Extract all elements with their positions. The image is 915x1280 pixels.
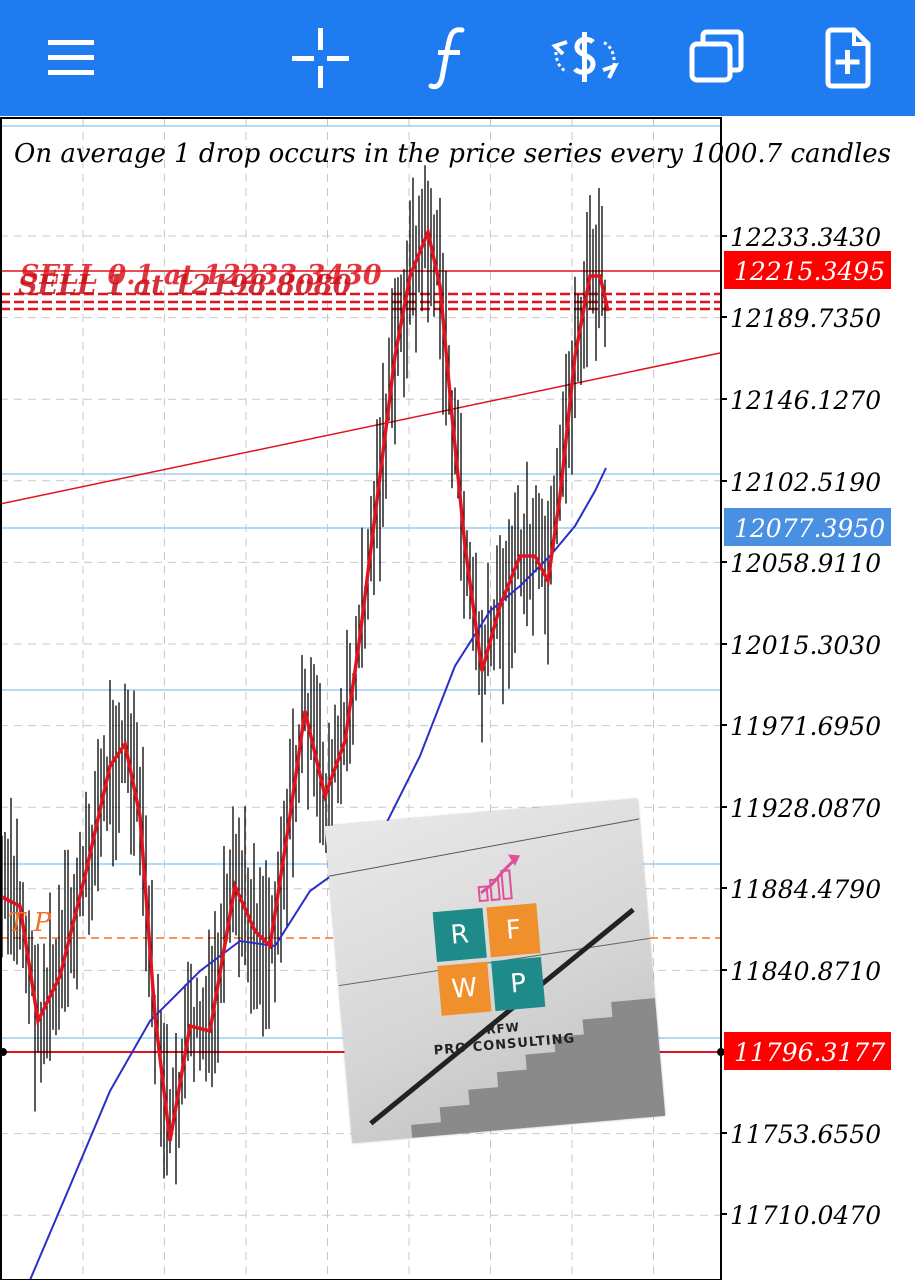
- indicators-icon: [428, 27, 465, 90]
- price-tag-label: 11796.3177: [734, 1038, 885, 1067]
- price-tag-bg: [724, 1032, 891, 1070]
- tp-label: T P: [8, 908, 52, 938]
- new-order-button[interactable]: [810, 20, 886, 96]
- menu-icon: [48, 40, 94, 75]
- price-axis: 12233.3430 12189.7350 12146.1270 12102.5190…: [720, 223, 881, 1230]
- price-tags: 12215.3495 12077.3950 11796.3177: [724, 251, 891, 1070]
- price-tag-label: 12215.3495: [734, 257, 885, 286]
- price-axis-tick: 11753.6550: [730, 1120, 881, 1149]
- price-axis-tick: 11840.8710: [730, 957, 881, 986]
- price-axis-tick: 12058.9110: [730, 549, 881, 578]
- price-axis-tick: 12189.7350: [730, 304, 881, 333]
- order-label-2[interactable]: SELL 1 at 12198.8080: [18, 270, 352, 301]
- rfw-logo: R F W P RFW PRO CONSULTING: [324, 798, 666, 1144]
- price-axis-tick: 12146.1270: [730, 386, 881, 415]
- price-axis-tick: 12233.3430: [730, 223, 881, 252]
- price-axis-tick: 11884.4790: [730, 875, 881, 904]
- top-toolbar: [0, 0, 915, 116]
- logo-tile-f: F: [486, 903, 541, 958]
- plot-frame: [0, 117, 722, 1280]
- price-axis-tick: 11928.0870: [730, 794, 881, 823]
- trade-button[interactable]: [547, 20, 623, 96]
- chart-annotation: On average 1 drop occurs in the price se…: [14, 139, 891, 169]
- menu-button[interactable]: [33, 20, 109, 96]
- indicators-button[interactable]: [414, 20, 490, 96]
- price-tag-bg: [724, 508, 891, 546]
- logo-tile-r: R: [432, 907, 487, 963]
- price-tag-label: 12077.3950: [734, 514, 885, 543]
- crosshair-button[interactable]: [282, 20, 358, 96]
- trade-icon: [551, 32, 619, 82]
- price-axis-tick: 12102.5190: [730, 468, 881, 497]
- price-tag-bg: [724, 251, 891, 289]
- price-axis-tick: 11971.6950: [730, 712, 881, 741]
- logo-tile-w: W: [437, 961, 492, 1016]
- order-label-1[interactable]: SELL 0.1 at 12233.3430: [20, 260, 382, 291]
- logo-tile-p: P: [491, 956, 546, 1012]
- price-axis-tick: 11710.0470: [730, 1201, 881, 1230]
- windows-button[interactable]: [679, 20, 755, 96]
- logo-background-icon: [329, 818, 666, 1144]
- fast-moving-average: [0, 226, 610, 1142]
- new-order-icon: [825, 27, 871, 89]
- trend-line: [0, 352, 721, 505]
- crosshair-icon: [292, 28, 349, 88]
- price-axis-tick: 12015.3030: [730, 631, 881, 660]
- windows-icon: [689, 29, 744, 83]
